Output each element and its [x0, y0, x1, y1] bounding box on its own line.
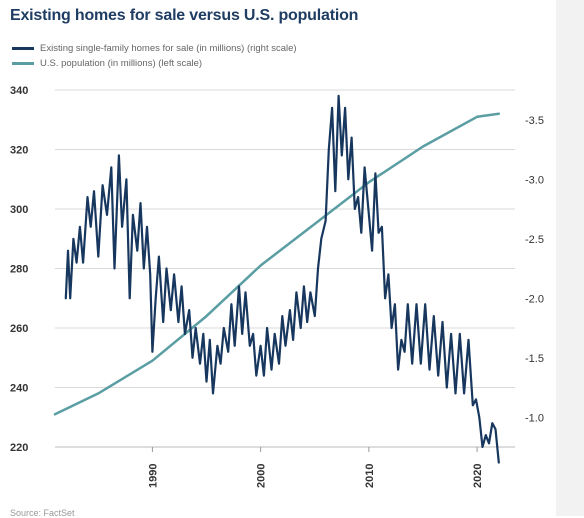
left-tick-label: 320	[10, 145, 28, 157]
legend-item-population: U.S. population (in millions) (left scal…	[12, 56, 297, 71]
x-tick-label: 1990	[147, 464, 159, 488]
right-axis: -3.5 -3.0 -2.5 -2.0 -1.5 -1.0	[525, 115, 544, 425]
right-edge-panel	[556, 0, 584, 516]
right-tick-label: -1.0	[525, 412, 544, 424]
chart-title: Existing homes for sale versus U.S. popu…	[10, 7, 359, 24]
series-line-population	[53, 112, 501, 416]
legend-swatch-homes	[12, 47, 34, 50]
left-tick-label: 280	[10, 264, 28, 276]
grid-lines	[55, 89, 515, 448]
legend-label-population: U.S. population (in millions) (left scal…	[40, 58, 203, 69]
legend-swatch-population	[12, 62, 34, 65]
right-tick-label: -2.5	[525, 234, 544, 246]
series-line-homes	[64, 94, 500, 464]
right-tick-label: -1.5	[525, 353, 544, 365]
x-tick-label: 2010	[364, 464, 376, 488]
right-tick-label: -2.0	[525, 293, 544, 305]
x-axis: 1990 2000 2010 2020	[147, 447, 484, 488]
legend-label-homes: Existing single-family homes for sale (i…	[40, 43, 297, 54]
left-tick-label: 240	[10, 383, 28, 395]
left-axis: 340 320 300 280 260 240 220	[10, 85, 28, 454]
right-tick-label: -3.0	[525, 174, 544, 186]
left-tick-label: 340	[10, 85, 28, 97]
x-tick-label: 2000	[256, 464, 268, 488]
legend-item-homes: Existing single-family homes for sale (i…	[12, 41, 297, 56]
left-tick-label: 300	[10, 204, 28, 216]
legend: Existing single-family homes for sale (i…	[12, 41, 297, 71]
source-note: Source: FactSet	[10, 508, 75, 518]
right-tick-label: -3.5	[525, 115, 544, 127]
x-tick-label: 2020	[472, 464, 484, 488]
left-tick-label: 260	[10, 323, 28, 335]
series-layer	[53, 94, 501, 464]
left-tick-label: 220	[10, 442, 28, 454]
